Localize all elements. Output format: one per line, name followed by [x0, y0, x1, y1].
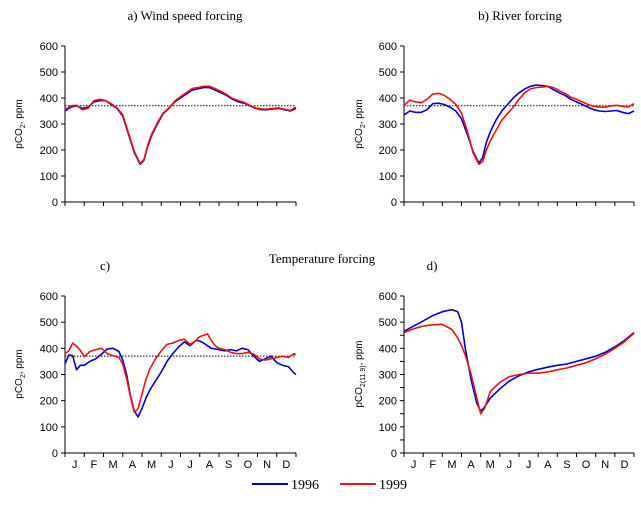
series-line-1996 — [403, 308, 635, 412]
legend: 1996 1999 — [252, 478, 407, 493]
x-tick-label: O — [244, 459, 253, 471]
y-axis-label-unit: , ppm — [14, 349, 25, 374]
y-tick-label: 100 — [379, 171, 397, 183]
y-axis-label: pCO2(11.9), ppm — [354, 340, 367, 407]
panel-title: a) Wind speed forcing — [127, 8, 243, 23]
y-tick-label: 300 — [40, 119, 58, 131]
y-axis-label-main: pCO — [354, 387, 365, 408]
y-tick-label: 600 — [379, 41, 397, 53]
x-tick-label: J — [411, 459, 417, 471]
panel-a-wind-speed: a) Wind speed forcing 0 100 200 300 400 500 600… — [14, 8, 297, 209]
x-tick-label: A — [544, 459, 552, 471]
y-tick-label: 100 — [379, 422, 397, 434]
y-axis-label: pCO2, ppm — [14, 349, 27, 398]
x-tick-label: J — [507, 459, 513, 471]
series-line-1999 — [64, 85, 297, 165]
y-axis-label-unit: , ppm — [354, 99, 365, 124]
panel-title: c) — [100, 258, 110, 273]
legend-label-1996: 1996 — [291, 478, 319, 493]
x-tick-label: S — [563, 459, 570, 471]
x-tick-label: N — [601, 459, 609, 471]
y-tick-label: 500 — [379, 67, 397, 79]
x-tick-label: A — [467, 459, 475, 471]
y-axis-label-subscript: 2 — [360, 124, 367, 128]
series-line-1996 — [64, 339, 297, 418]
y-axis-label-main: pCO — [354, 128, 365, 149]
y-tick-label: 200 — [379, 396, 397, 408]
y-tick-label: 200 — [379, 145, 397, 157]
y-axis-label-main: pCO — [14, 378, 25, 399]
panel-title: b) River forcing — [478, 8, 562, 23]
y-tick-label: 500 — [379, 317, 397, 329]
y-tick-label: 0 — [52, 448, 58, 460]
y-axis-label: pCO2, ppm — [14, 99, 27, 148]
series-line-1999 — [403, 323, 635, 415]
x-tick-label: M — [447, 459, 456, 471]
x-tick-label: M — [147, 459, 156, 471]
y-axis-label-subscript: 2(11.9) — [360, 365, 367, 387]
series-line-1996 — [403, 84, 635, 164]
y-axis-label-subscript: 2 — [20, 374, 27, 378]
y-axis-label-main: pCO — [14, 128, 25, 149]
y-axis-label: pCO2, ppm — [354, 99, 367, 148]
y-tick-label: 500 — [40, 317, 58, 329]
y-tick-label: 0 — [391, 448, 397, 460]
y-tick-label: 300 — [379, 119, 397, 131]
x-tick-label: J — [526, 459, 532, 471]
x-tick-label: S — [225, 459, 232, 471]
middle-caption: Temperature forcing — [269, 251, 376, 266]
y-axis-label-unit: , ppm — [354, 340, 365, 365]
y-tick-label: 400 — [379, 93, 397, 105]
x-tick-label: A — [129, 459, 137, 471]
x-tick-label: A — [206, 459, 214, 471]
y-tick-label: 500 — [40, 67, 58, 79]
legend-label-1999: 1999 — [379, 478, 407, 493]
y-tick-label: 600 — [40, 41, 58, 53]
y-tick-label: 200 — [40, 145, 58, 157]
y-axis-label-unit: , ppm — [14, 99, 25, 124]
x-tick-label: J — [72, 459, 78, 471]
series-line-1999 — [64, 333, 297, 414]
x-tick-label: F — [91, 459, 98, 471]
y-tick-label: 0 — [391, 197, 397, 209]
panel-title: d) — [427, 258, 438, 273]
y-tick-label: 200 — [40, 396, 58, 408]
y-tick-label: 300 — [40, 370, 58, 382]
x-tick-label: M — [486, 459, 495, 471]
y-tick-label: 100 — [40, 422, 58, 434]
y-tick-label: 400 — [40, 343, 58, 355]
x-tick-label: N — [263, 459, 271, 471]
y-axis-label-subscript: 2 — [20, 124, 27, 128]
x-tick-label: F — [429, 459, 436, 471]
y-tick-label: 400 — [40, 93, 58, 105]
y-tick-label: 400 — [379, 343, 397, 355]
series-line-1999 — [403, 85, 635, 166]
x-tick-label: J — [187, 459, 193, 471]
panel-b-river: b) River forcing 0 100 200 300 400 500 600 pCO2,… — [354, 8, 635, 209]
y-tick-label: 0 — [52, 197, 58, 209]
x-tick-label: D — [282, 459, 290, 471]
x-tick-label: O — [582, 459, 591, 471]
x-tick-label: J — [168, 459, 174, 471]
y-tick-label: 100 — [40, 171, 58, 183]
x-tick-label: D — [620, 459, 628, 471]
y-tick-label: 600 — [40, 291, 58, 303]
x-tick-label: M — [109, 459, 118, 471]
y-tick-label: 300 — [379, 370, 397, 382]
y-tick-label: 600 — [379, 291, 397, 303]
